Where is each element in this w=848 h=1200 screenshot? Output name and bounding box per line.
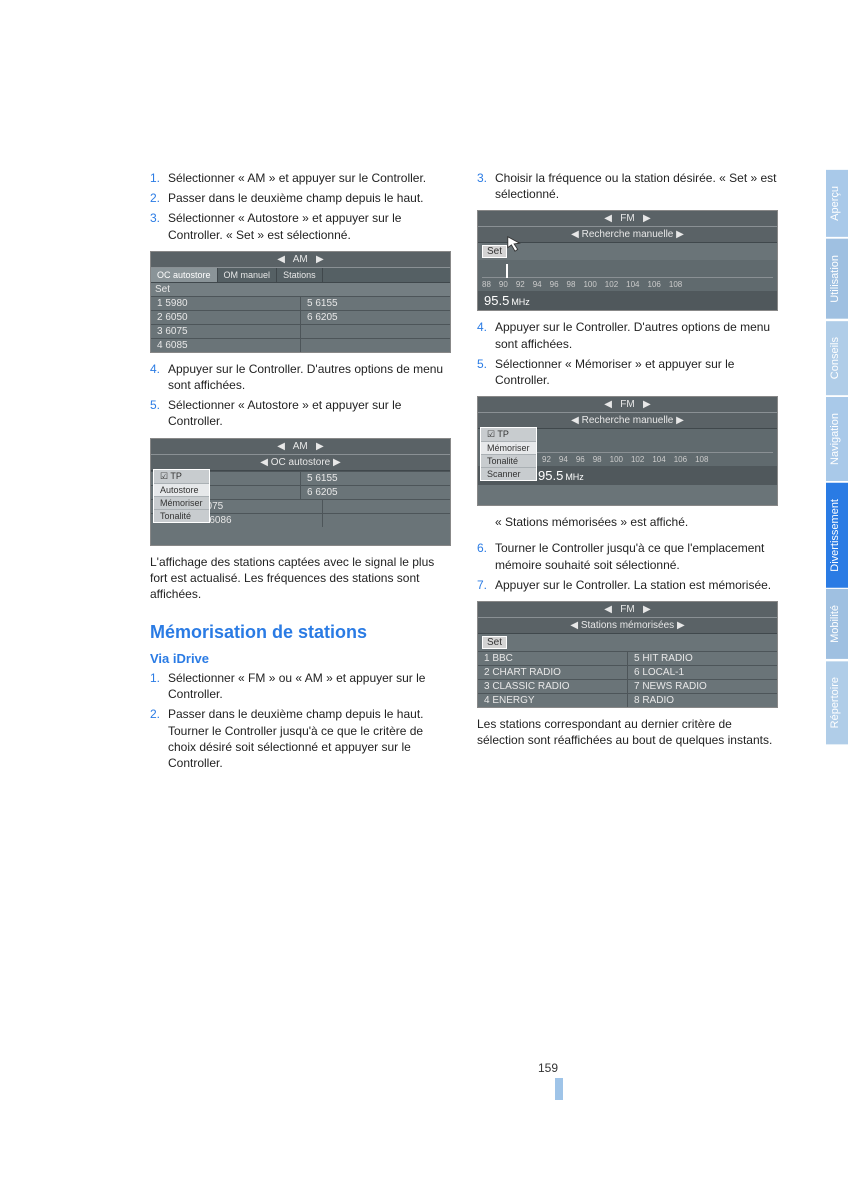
idrive-screenshot-fm-manual: ◀ FM ▶ ◀ Recherche manuelle ▶ Set 889092… — [477, 210, 778, 311]
left-column: 1.Sélectionner « AM » et appuyer sur le … — [150, 170, 451, 779]
screenshot-band: ◀ AM ▶ — [151, 439, 450, 455]
paragraph: L'affichage des stations captées avec le… — [150, 554, 451, 603]
screenshot-popup-menu: ☑ TP Autostore Mémoriser Tonalité — [153, 469, 210, 523]
cursor-icon — [506, 235, 524, 253]
step-num: 7. — [477, 577, 495, 593]
screenshot-subheader: ◀ Stations mémorisées ▶ — [478, 618, 777, 634]
chapter-tabs-sidebar: Aperçu Utilisation Conseils Navigation D… — [826, 170, 848, 745]
screenshot-band: ◀ FM ▶ — [478, 397, 777, 413]
step-list-3: 1.Sélectionner « FM » ou « AM » et appuy… — [150, 670, 451, 771]
screenshot-tab: Stations — [277, 268, 323, 282]
chapter-tab[interactable]: Aperçu — [826, 170, 848, 237]
chapter-tab[interactable]: Utilisation — [826, 239, 848, 319]
step-text: Passer dans le deuxième champ depuis le … — [168, 190, 451, 206]
chapter-tab[interactable]: Mobilité — [826, 589, 848, 659]
page-content: 1.Sélectionner « AM » et appuyer sur le … — [0, 0, 848, 819]
step-text: Sélectionner « Autostore » et appuyer su… — [168, 210, 451, 242]
step-num: 2. — [150, 706, 168, 771]
step-num: 3. — [477, 170, 495, 202]
indented-note: « Stations mémorisées » est affiché. — [495, 514, 778, 530]
step-list-1: 1.Sélectionner « AM » et appuyer sur le … — [150, 170, 451, 243]
section-heading: Mémorisation de stations — [150, 622, 451, 643]
chapter-tab[interactable]: Navigation — [826, 397, 848, 481]
page-number-marker — [555, 1078, 563, 1100]
idrive-screenshot-am-menu: ◀ AM ▶ ◀ OC autostore ▶ ☑ TP Autostore M… — [150, 438, 451, 546]
screenshot-band: ◀ FM ▶ — [478, 602, 777, 618]
set-button: Set — [482, 636, 507, 649]
step-text: Appuyer sur le Controller. D'autres opti… — [495, 319, 778, 351]
step-list-r1: 3.Choisir la fréquence ou la station dés… — [477, 170, 778, 202]
paragraph: Les stations correspondant au dernier cr… — [477, 716, 778, 748]
screenshot-set-row: Set — [151, 283, 450, 296]
idrive-screenshot-fm-stored-stations: ◀ FM ▶ ◀ Stations mémorisées ▶ Set 1 BBC… — [477, 601, 778, 708]
step-num: 3. — [150, 210, 168, 242]
subsection-heading: Via iDrive — [150, 651, 451, 666]
step-num: 1. — [150, 170, 168, 186]
step-num: 6. — [477, 540, 495, 572]
chapter-tab[interactable]: Conseils — [826, 321, 848, 395]
step-text: Tourner le Controller jusqu'à ce que l'e… — [495, 540, 778, 572]
step-list-r3: 6.Tourner le Controller jusqu'à ce que l… — [477, 540, 778, 593]
step-num: 5. — [150, 397, 168, 429]
step-text: Passer dans le deuxième champ depuis le … — [168, 706, 451, 771]
step-text: Sélectionner « Autostore » et appuyer su… — [168, 397, 451, 429]
screenshot-tab: OC autostore — [151, 268, 218, 282]
step-text: Choisir la fréquence ou la station désir… — [495, 170, 778, 202]
step-num: 1. — [150, 670, 168, 702]
right-column: 3.Choisir la fréquence ou la station dés… — [477, 170, 778, 779]
frequency-display: 95.5MHz — [478, 291, 777, 310]
step-text: Sélectionner « FM » ou « AM » et appuyer… — [168, 670, 451, 702]
step-num: 5. — [477, 356, 495, 388]
page-number: 159 — [538, 1061, 558, 1075]
step-num: 2. — [150, 190, 168, 206]
screenshot-band: ◀ AM ▶ — [151, 252, 450, 268]
chapter-tab-active[interactable]: Divertissement — [826, 483, 848, 588]
step-text: Sélectionner « AM » et appuyer sur le Co… — [168, 170, 451, 186]
step-text: Appuyer sur le Controller. D'autres opti… — [168, 361, 451, 393]
set-button: Set — [482, 245, 507, 258]
idrive-screenshot-fm-memorize-menu: ◀ FM ▶ ◀ Recherche manuelle ▶ ☑ TP Mémor… — [477, 396, 778, 506]
step-text: Sélectionner « Mémoriser » et appuyer su… — [495, 356, 778, 388]
step-num: 4. — [477, 319, 495, 351]
screenshot-popup-menu: ☑ TP Mémoriser Tonalité Scanner — [480, 427, 537, 481]
screenshot-band: ◀ FM ▶ — [478, 211, 777, 227]
step-text: Appuyer sur le Controller. La station es… — [495, 577, 778, 593]
step-list-2: 4.Appuyer sur le Controller. D'autres op… — [150, 361, 451, 430]
chapter-tab[interactable]: Répertoire — [826, 661, 848, 744]
step-num: 4. — [150, 361, 168, 393]
screenshot-tab: OM manuel — [218, 268, 278, 282]
frequency-scale: 889092949698100102104106108 — [478, 260, 777, 291]
step-list-r2: 4.Appuyer sur le Controller. D'autres op… — [477, 319, 778, 388]
idrive-screenshot-am-autostore: ◀ AM ▶ OC autostore OM manuel Stations S… — [150, 251, 451, 353]
screenshot-tabs: OC autostore OM manuel Stations — [151, 268, 450, 283]
